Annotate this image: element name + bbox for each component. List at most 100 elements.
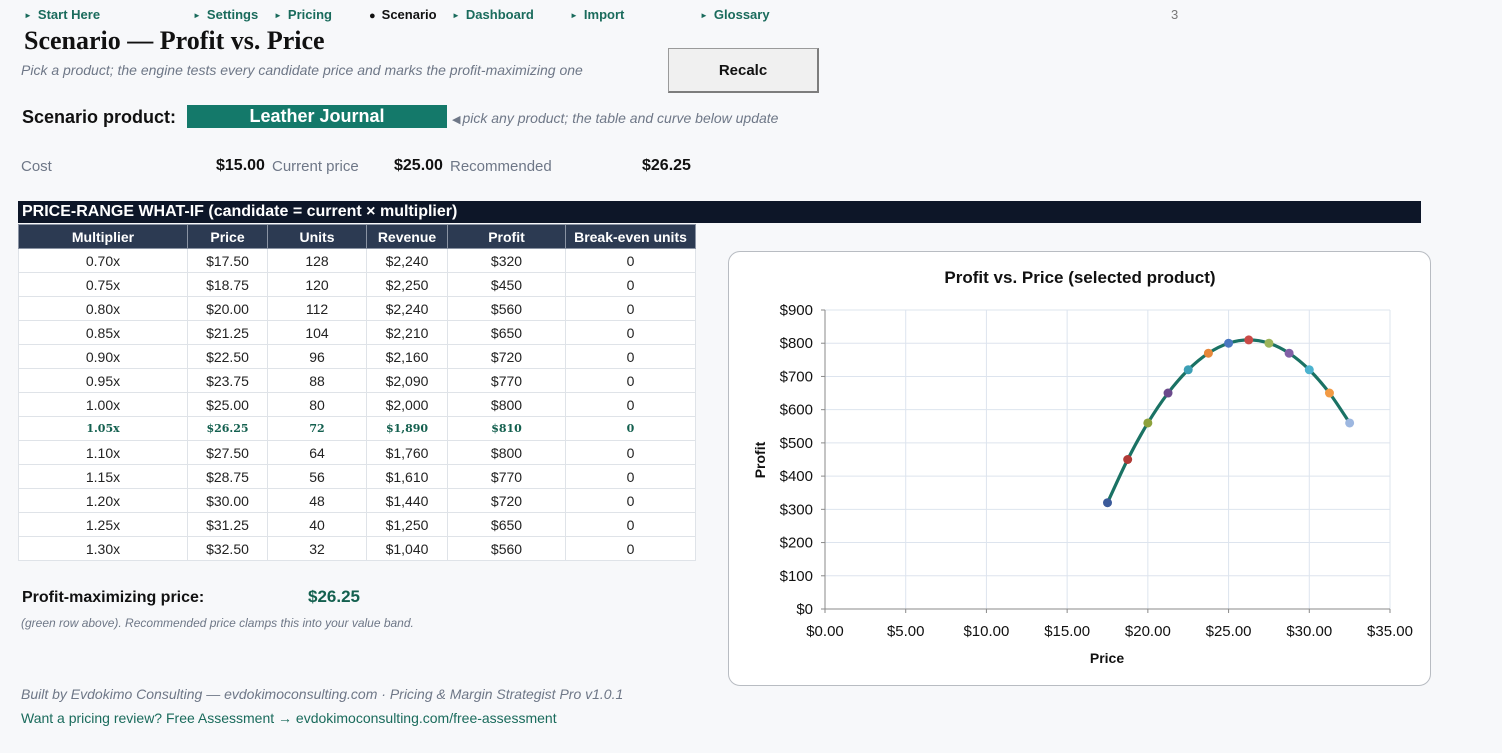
table-cell[interactable]: 0 (565, 368, 696, 393)
table-cell[interactable]: $1,040 (366, 536, 448, 561)
table-cell[interactable]: $720 (447, 488, 566, 513)
table-cell[interactable]: 1.00x (18, 392, 188, 417)
recalc-button[interactable]: Recalc (668, 48, 819, 93)
table-cell[interactable]: 128 (267, 248, 367, 273)
table-cell[interactable]: $810 (447, 416, 566, 441)
table-cell[interactable]: $2,210 (366, 320, 448, 345)
table-row: 0.75x $18.75 120 $2,250 $450 0 (18, 272, 696, 297)
table-cell[interactable]: $2,160 (366, 344, 448, 369)
table-cell[interactable]: 0 (565, 296, 696, 321)
table-cell[interactable]: $31.25 (187, 512, 268, 537)
table-cell[interactable]: 32 (267, 536, 367, 561)
table-cell[interactable]: $720 (447, 344, 566, 369)
scenario-product-select[interactable]: Leather Journal (187, 105, 447, 128)
table-cell[interactable]: 48 (267, 488, 367, 513)
table-cell[interactable]: $800 (447, 440, 566, 465)
table-cell[interactable]: 72 (267, 416, 367, 441)
table-cell[interactable]: 0 (565, 344, 696, 369)
table-cell[interactable]: $25.00 (187, 392, 268, 417)
page-subtitle: Pick a product; the engine tests every c… (21, 62, 583, 78)
nav-start-here[interactable]: ► Start Here (24, 7, 100, 22)
nav-label: Start Here (37, 7, 101, 22)
table-cell[interactable]: 0.90x (18, 344, 188, 369)
table-cell[interactable]: $770 (447, 464, 566, 489)
data-point (1224, 338, 1234, 348)
nav-dashboard[interactable]: ► Dashboard (452, 7, 534, 22)
table-cell[interactable]: $32.50 (187, 536, 268, 561)
table-cell[interactable]: $320 (447, 248, 566, 273)
table-cell[interactable]: 80 (267, 392, 367, 417)
table-cell[interactable]: $22.50 (187, 344, 268, 369)
table-cell[interactable]: 1.15x (18, 464, 188, 489)
table-cell[interactable]: 0 (565, 440, 696, 465)
table-cell[interactable]: $27.50 (187, 440, 268, 465)
table-cell[interactable]: 1.30x (18, 536, 188, 561)
nav-pricing[interactable]: ► Pricing (274, 7, 332, 22)
nav-glossary[interactable]: ► Glossary (700, 7, 770, 22)
table-cell[interactable]: $20.00 (187, 296, 268, 321)
table-cell[interactable]: 0.85x (18, 320, 188, 345)
table-cell[interactable]: 0 (565, 512, 696, 537)
nav-import[interactable]: ► Import (570, 7, 624, 22)
table-cell[interactable]: $2,240 (366, 296, 448, 321)
free-assessment-link[interactable]: Want a pricing review? Free Assessment →… (21, 710, 557, 726)
nav-scenario[interactable]: ● Scenario (369, 7, 437, 22)
table-cell[interactable]: 1.10x (18, 440, 188, 465)
profit-vs-price-chart: $0.00 $5.00 $10.00 $15.00 $20.00 $25.00 $30.00… (752, 268, 1413, 666)
table-cell[interactable]: $17.50 (187, 248, 268, 273)
nav-settings[interactable]: ► Settings (193, 7, 258, 22)
table-cell[interactable]: $1,440 (366, 488, 448, 513)
table-cell[interactable]: 120 (267, 272, 367, 297)
table-cell[interactable]: $18.75 (187, 272, 268, 297)
table-cell[interactable]: 1.25x (18, 512, 188, 537)
table-cell[interactable]: 0 (565, 536, 696, 561)
table-cell[interactable]: $560 (447, 296, 566, 321)
table-cell[interactable]: $450 (447, 272, 566, 297)
table-cell[interactable]: 0.95x (18, 368, 188, 393)
profit-max-value: $26.25 (308, 587, 360, 606)
table-cell[interactable]: $2,090 (366, 368, 448, 393)
table-cell[interactable]: $650 (447, 320, 566, 345)
table-cell[interactable]: 96 (267, 344, 367, 369)
table-cell[interactable]: 40 (267, 512, 367, 537)
table-cell[interactable]: $30.00 (187, 488, 268, 513)
table-cell[interactable]: 0.70x (18, 248, 188, 273)
table-cell[interactable]: $2,240 (366, 248, 448, 273)
table-cell[interactable]: 104 (267, 320, 367, 345)
table-cell[interactable]: 1.05x (18, 416, 188, 441)
table-cell[interactable]: $1,610 (366, 464, 448, 489)
table-cell[interactable]: $2,000 (366, 392, 448, 417)
data-point (1163, 388, 1173, 398)
table-row: 0.85x $21.25 104 $2,210 $650 0 (18, 320, 696, 345)
column-header: Break-even units (565, 224, 696, 249)
table-cell[interactable]: 1.20x (18, 488, 188, 513)
table-cell[interactable]: 0 (565, 248, 696, 273)
table-cell[interactable]: $770 (447, 368, 566, 393)
table-cell[interactable]: 0.80x (18, 296, 188, 321)
table-cell[interactable]: 112 (267, 296, 367, 321)
table-cell[interactable]: $650 (447, 512, 566, 537)
table-cell[interactable]: 0 (565, 392, 696, 417)
table-cell[interactable]: $1,250 (366, 512, 448, 537)
table-cell[interactable]: $23.75 (187, 368, 268, 393)
table-cell[interactable]: $2,250 (366, 272, 448, 297)
table-cell[interactable]: $560 (447, 536, 566, 561)
x-tick-label: $30.00 (1286, 623, 1332, 640)
table-cell[interactable]: 0 (565, 320, 696, 345)
table-cell[interactable]: 0 (565, 464, 696, 489)
table-cell[interactable]: 88 (267, 368, 367, 393)
table-cell[interactable]: 0 (565, 272, 696, 297)
table-cell[interactable]: 0 (565, 488, 696, 513)
table-cell[interactable]: $800 (447, 392, 566, 417)
profit-chart-box: $0.00 $5.00 $10.00 $15.00 $20.00 $25.00 $30.00… (728, 251, 1431, 686)
table-cell[interactable]: 64 (267, 440, 367, 465)
table-cell[interactable]: $1,890 (366, 416, 448, 441)
table-cell[interactable]: 0.75x (18, 272, 188, 297)
table-cell[interactable]: $26.25 (187, 416, 268, 441)
table-cell[interactable]: $28.75 (187, 464, 268, 489)
table-cell[interactable]: $1,760 (366, 440, 448, 465)
table-cell[interactable]: $21.25 (187, 320, 268, 345)
y-tick-label: $900 (780, 302, 813, 319)
table-cell[interactable]: 0 (565, 416, 696, 441)
table-cell[interactable]: 56 (267, 464, 367, 489)
